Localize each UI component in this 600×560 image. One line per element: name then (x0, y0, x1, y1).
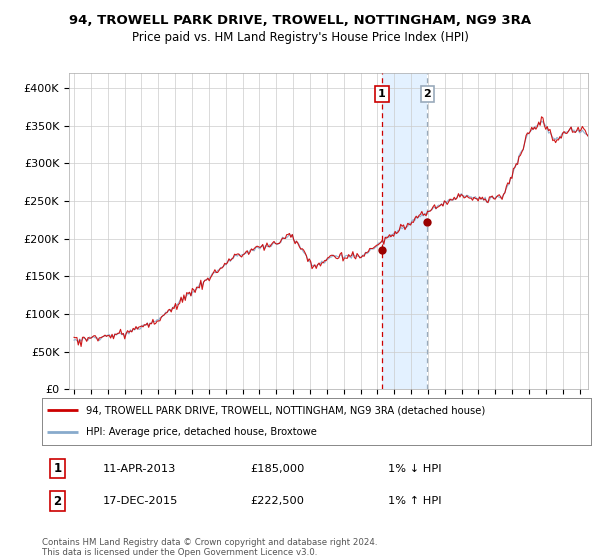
Text: £185,000: £185,000 (251, 464, 305, 474)
Text: £222,500: £222,500 (251, 496, 305, 506)
Text: 1: 1 (378, 89, 386, 99)
Text: Price paid vs. HM Land Registry's House Price Index (HPI): Price paid vs. HM Land Registry's House … (131, 31, 469, 44)
Text: 94, TROWELL PARK DRIVE, TROWELL, NOTTINGHAM, NG9 3RA (detached house): 94, TROWELL PARK DRIVE, TROWELL, NOTTING… (86, 405, 485, 416)
Text: Contains HM Land Registry data © Crown copyright and database right 2024.
This d: Contains HM Land Registry data © Crown c… (42, 538, 377, 557)
Text: 94, TROWELL PARK DRIVE, TROWELL, NOTTINGHAM, NG9 3RA: 94, TROWELL PARK DRIVE, TROWELL, NOTTING… (69, 14, 531, 27)
Text: 1% ↓ HPI: 1% ↓ HPI (388, 464, 442, 474)
Text: 1: 1 (53, 462, 61, 475)
Text: 2: 2 (53, 494, 61, 508)
Text: 2: 2 (424, 89, 431, 99)
Text: 17-DEC-2015: 17-DEC-2015 (103, 496, 178, 506)
Bar (382, 73, 427, 389)
Text: HPI: Average price, detached house, Broxtowe: HPI: Average price, detached house, Brox… (86, 427, 317, 437)
Text: 11-APR-2013: 11-APR-2013 (103, 464, 176, 474)
Text: 1% ↑ HPI: 1% ↑ HPI (388, 496, 442, 506)
